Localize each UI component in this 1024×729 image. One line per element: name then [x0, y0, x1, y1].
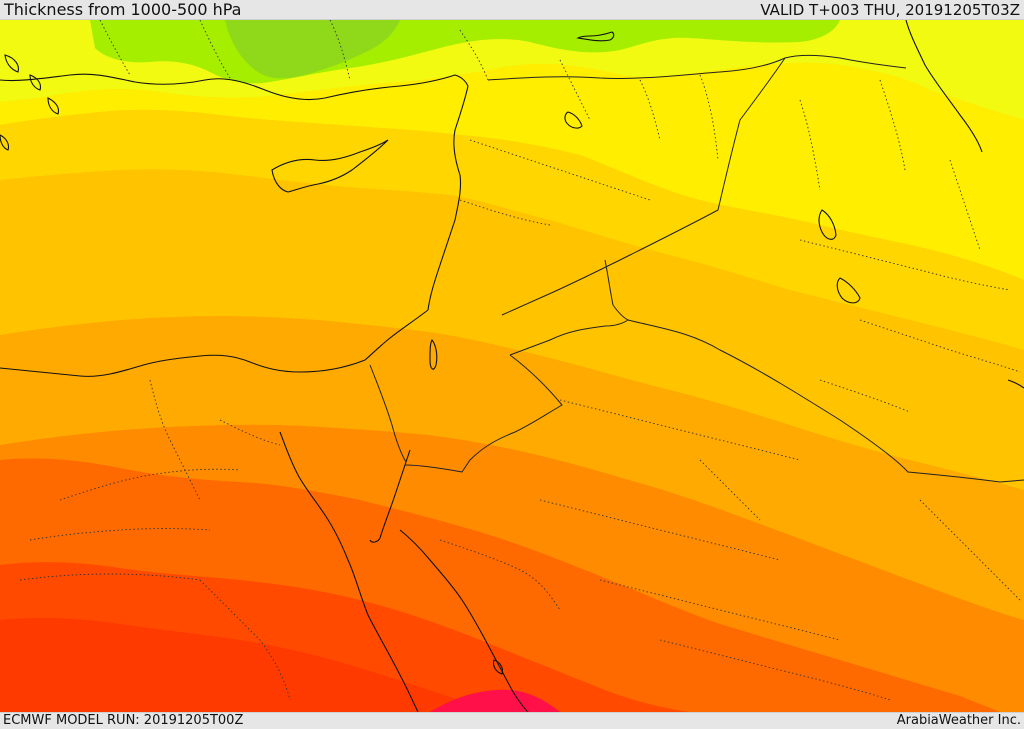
band-magenta	[430, 689, 560, 712]
footer-bar: ECMWF MODEL RUN: 20191205T00Z ArabiaWeat…	[0, 712, 1024, 729]
band-orange-light	[0, 316, 1024, 620]
band-yellow	[0, 62, 1024, 281]
map-canvas[interactable]	[0, 20, 1024, 712]
header-bar: Thickness from 1000-500 hPa VALID T+003 …	[0, 0, 1024, 20]
valid-time-label: VALID T+003 THU, 20191205T03Z	[760, 1, 1020, 19]
band-green	[225, 20, 400, 79]
country-borders	[369, 54, 1024, 483]
admin-borders	[19, 20, 1021, 701]
band-red	[0, 617, 500, 712]
coastlines	[0, 20, 1024, 712]
model-run-label: ECMWF MODEL RUN: 20191205T00Z	[3, 713, 244, 728]
map-title: Thickness from 1000-500 hPa	[4, 0, 242, 19]
credit-label: ArabiaWeather Inc.	[896, 713, 1021, 728]
band-gold	[0, 109, 1024, 351]
band-amber	[0, 169, 1024, 491]
thickness-map	[0, 20, 1024, 712]
